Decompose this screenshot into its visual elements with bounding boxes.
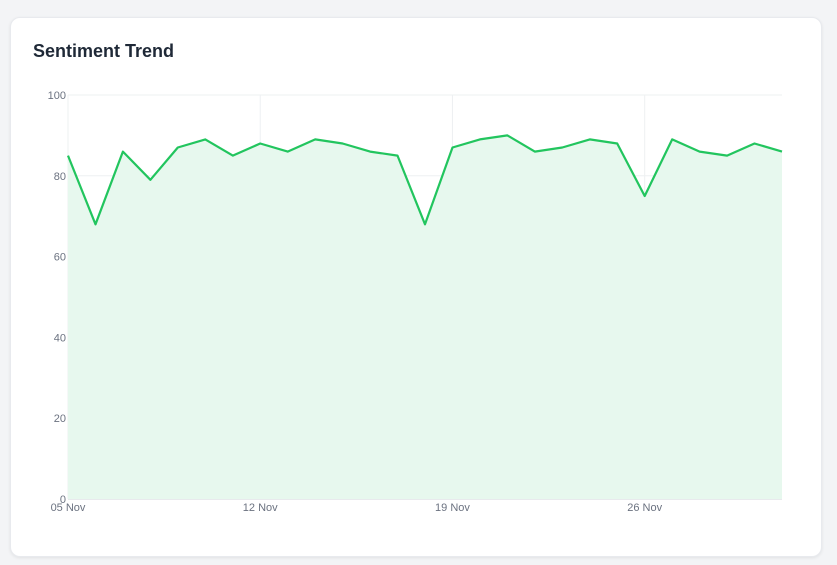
sentiment-line xyxy=(66,134,783,226)
x-axis: 05 Nov 12 Nov 19 Nov 26 Nov xyxy=(51,502,663,514)
y-tick-label: 100 xyxy=(48,90,66,102)
card-title: Sentiment Trend xyxy=(33,41,175,61)
x-tick-label: 26 Nov xyxy=(627,502,662,514)
y-tick-label: 60 xyxy=(54,252,66,264)
y-tick-label: 80 xyxy=(54,171,66,183)
y-tick-label: 0 xyxy=(60,494,66,506)
x-tick-label: 05 Nov xyxy=(51,502,86,514)
x-tick-label: 12 Nov xyxy=(243,502,278,514)
y-axis: 0 20 40 60 80 100 xyxy=(48,90,66,506)
x-tick-label: 19 Nov xyxy=(435,502,470,514)
y-tick-label: 20 xyxy=(54,413,66,425)
y-tick-label: 40 xyxy=(54,332,66,344)
area-fill xyxy=(68,135,782,499)
